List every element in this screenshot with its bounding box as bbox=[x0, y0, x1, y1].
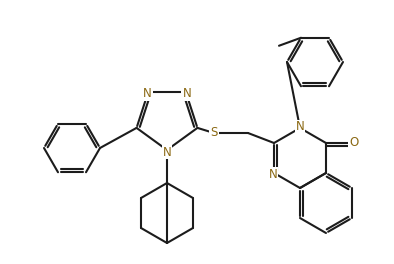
Text: N: N bbox=[182, 87, 191, 100]
Text: N: N bbox=[296, 120, 305, 134]
Text: N: N bbox=[269, 167, 277, 181]
Text: N: N bbox=[163, 145, 171, 158]
Text: S: S bbox=[210, 126, 218, 139]
Text: O: O bbox=[349, 136, 359, 149]
Text: N: N bbox=[143, 87, 152, 100]
